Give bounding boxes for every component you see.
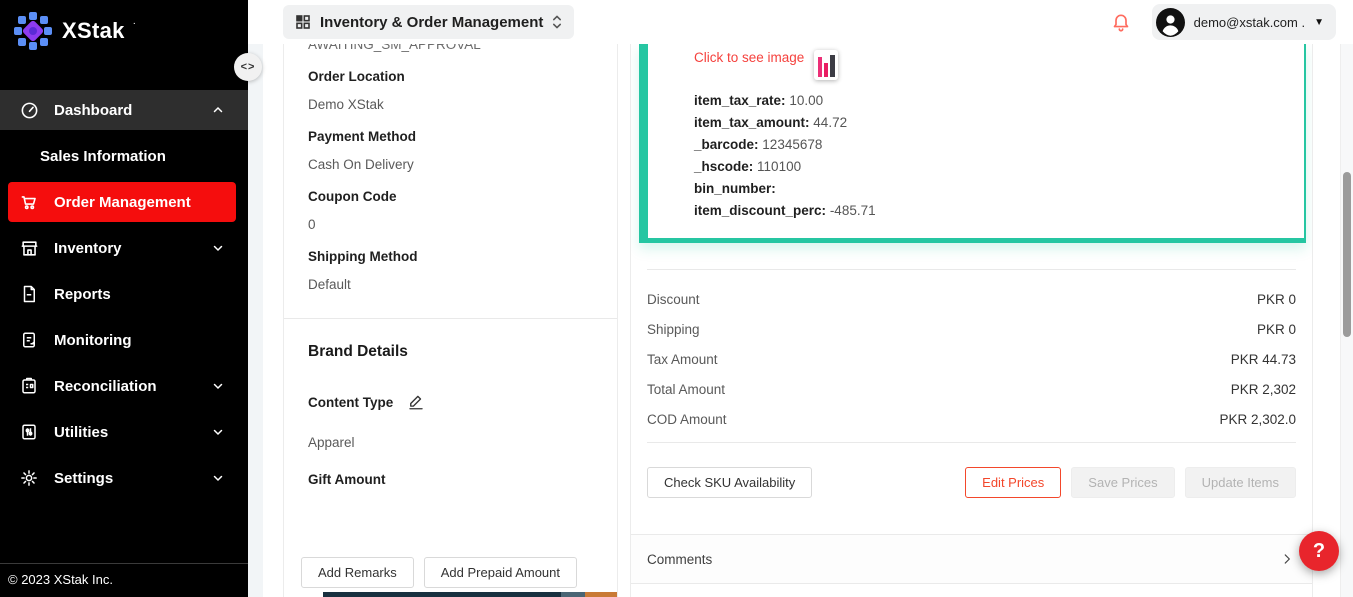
user-avatar-icon [1155,7,1185,37]
total-row-cod-amount: COD Amount PKR 2,302.0 [647,411,1296,427]
app-switcher-dropdown[interactable]: Inventory & Order Management [283,5,575,39]
content-gutter [248,44,263,597]
sidebar-item-label: Order Management [54,193,191,211]
field-value-coupon-code: 0 [308,217,316,232]
sidebar-item-reports[interactable]: Reports [8,274,236,314]
chevron-up-icon [212,104,224,116]
brand-name: XStak [62,18,125,43]
user-menu[interactable]: demo@xstak.com . ▼ [1151,4,1336,40]
update-items-button[interactable]: Update Items [1184,467,1296,498]
user-email: demo@xstak.com . [1193,14,1306,30]
app-grid-icon [295,14,311,30]
chevron-right-icon [1280,552,1294,566]
sidebar-item-settings[interactable]: Settings [8,458,236,498]
sidebar-item-utilities[interactable]: Utilities [8,412,236,452]
content-type-label: Content Type [308,394,394,410]
topbar: Inventory & Order Management demo@xstak.… [248,0,1353,44]
edit-pencil-icon[interactable] [407,393,425,411]
sidebar-item-order-management[interactable]: Order Management [8,182,236,222]
total-row-discount: Discount PKR 0 [647,291,1296,307]
total-row-total-amount: Total Amount PKR 2,302 [647,381,1296,397]
up-down-arrows-icon [552,14,562,30]
total-row-tax-amount: Tax Amount PKR 44.73 [647,351,1296,367]
item-detail-card: Click to see image item_tax_rate: 10.00 … [639,44,1306,243]
sidebar-item-label: Utilities [54,423,109,441]
gear-icon [18,468,40,488]
field-label-payment-method: Payment Method [308,129,417,144]
sidebar-nav: Dashboard Sales Information Order Manage… [0,90,248,504]
sidebar-collapse-toggle[interactable]: <> [234,53,262,81]
brand-details-heading: Brand Details [308,343,408,360]
chevron-down-icon [212,472,224,484]
item-attribute: item_tax_rate: 10.00 [694,93,824,108]
product-thumbnail[interactable] [814,50,839,80]
see-image-link[interactable]: Click to see image [694,50,805,65]
sliders-icon [18,422,40,442]
item-attribute: _barcode: 12345678 [694,137,823,152]
comments-label: Comments [647,551,713,567]
sidebar-item-reconciliation[interactable]: Reconciliation [8,366,236,406]
app-switcher-label: Inventory & Order Management [320,13,544,31]
order-status-value: AWAITING_SM_APPROVAL [308,44,481,52]
chevron-down-icon [212,242,224,254]
sidebar-item-label: Reconciliation [54,377,157,395]
section-divider [284,318,617,319]
add-remarks-button[interactable]: Add Remarks [301,557,414,588]
add-prepaid-amount-button[interactable]: Add Prepaid Amount [423,557,577,588]
item-attribute: item_tax_amount: 44.72 [694,115,848,130]
copyright: © 2023 XStak Inc. [0,563,248,597]
sidebar-item-dashboard[interactable]: Dashboard [0,90,248,130]
clipboard-sync-icon [18,330,40,350]
sidebar-item-label: Monitoring [54,331,132,349]
order-items-panel: Click to see image item_tax_rate: 10.00 … [630,44,1313,597]
clipboard-check-icon [18,376,40,396]
notification-bell-icon[interactable] [1111,11,1131,33]
sidebar-item-label: Inventory [54,239,122,257]
check-sku-availability-button[interactable]: Check SKU Availability [647,467,813,498]
chevron-down-icon [212,380,224,392]
brand-trademark: · [132,17,136,29]
sidebar-item-sales-information[interactable]: Sales Information [8,136,236,176]
sidebar-item-label: Sales Information [40,147,166,165]
item-attribute: bin_number: [694,181,776,196]
scrollbar-track[interactable] [1340,44,1353,597]
order-totals: Discount PKR 0 Shipping PKR 0 Tax Amount… [647,284,1296,434]
field-value-shipping-method: Default [308,277,351,292]
chevron-down-icon [212,426,224,438]
gift-amount-label: Gift Amount [308,472,386,487]
order-details-panel: AWAITING_SM_APPROVAL Order Location Demo… [283,44,618,597]
sidebar: XStak · Dashboard Sales Information [0,0,248,597]
save-prices-button[interactable]: Save Prices [1071,467,1175,498]
store-icon [18,238,40,258]
total-row-shipping: Shipping PKR 0 [647,321,1296,337]
cart-icon [18,192,40,212]
field-value-order-location: Demo XStak [308,97,384,112]
xstak-logo-icon [12,10,54,52]
field-label-coupon-code: Coupon Code [308,189,397,204]
sidebar-item-monitoring[interactable]: Monitoring [8,320,236,360]
sidebar-item-label: Dashboard [54,101,133,119]
document-icon [18,284,40,304]
section-divider [647,442,1296,443]
content-type-value: Apparel [308,435,355,450]
clipped-bottom-element [323,592,617,597]
field-label-shipping-method: Shipping Method [308,249,418,264]
edit-prices-button[interactable]: Edit Prices [965,467,1062,498]
scrollbar-thumb[interactable] [1343,172,1351,337]
item-attributes-list: item_tax_rate: 10.00 item_tax_amount: 44… [694,90,1284,222]
sidebar-item-label: Reports [54,285,111,303]
field-value-payment-method: Cash On Delivery [308,157,414,172]
comments-expander[interactable]: Comments [631,534,1312,584]
gauge-icon [18,100,40,120]
help-button[interactable]: ? [1299,531,1339,571]
item-attribute: item_discount_perc: -485.71 [694,203,876,218]
sidebar-item-inventory[interactable]: Inventory [8,228,236,268]
caret-down-icon: ▼ [1314,16,1324,28]
section-divider [647,269,1296,270]
xstak-logo: XStak · [12,10,136,52]
item-attribute: _hscode: 110100 [694,159,802,174]
field-label-order-location: Order Location [308,69,405,84]
sidebar-item-label: Settings [54,469,114,487]
